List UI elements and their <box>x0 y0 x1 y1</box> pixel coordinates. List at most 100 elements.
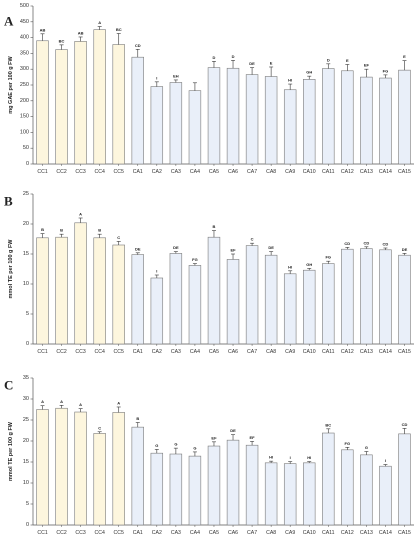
bar-ca13 <box>360 76 373 165</box>
bar-ca9 <box>283 273 297 345</box>
significance-letter: HI <box>288 264 292 269</box>
x-tick-label: CA13 <box>360 349 373 355</box>
x-tick-label: CA9 <box>285 530 295 536</box>
bar-ca8 <box>264 76 278 165</box>
bar-ca7 <box>245 245 259 345</box>
significance-letter: C <box>117 235 120 240</box>
bar-cc5 <box>112 244 125 345</box>
significance-letter: A <box>98 20 101 25</box>
significance-letter: DE <box>230 428 236 433</box>
x-tick-label: CA7 <box>247 349 257 355</box>
x-tick-label: CA11 <box>322 349 335 355</box>
x-tick-label: CA1 <box>133 530 143 536</box>
significance-letter: CD <box>344 241 350 246</box>
bar-ca15 <box>398 433 411 526</box>
x-tick-label: CA9 <box>285 349 295 355</box>
y-axis-label: mmol TE per 100 g FW <box>8 239 14 299</box>
bar-ca4 <box>188 455 202 526</box>
bar-ca1 <box>131 426 144 526</box>
y-tick-label: 150 <box>20 114 29 120</box>
significance-letter: DE <box>402 247 408 252</box>
bar-ca10 <box>303 462 316 526</box>
bar-ca2 <box>150 277 164 345</box>
x-tick-label: CA10 <box>303 530 316 536</box>
bar-ca9 <box>283 89 297 165</box>
y-tick-label: 0 <box>26 522 29 528</box>
x-tick-label: CA12 <box>341 530 354 536</box>
significance-letter: GH <box>306 262 312 267</box>
significance-letter: EF <box>230 248 236 253</box>
x-tick-label: CA2 <box>152 169 162 175</box>
significance-letter: DE <box>135 246 141 251</box>
x-tick-label: CC1 <box>37 530 47 536</box>
bar-ca12 <box>341 70 354 165</box>
bar-cc4 <box>93 237 106 345</box>
significance-letter: HI <box>269 455 273 460</box>
bar-ca12 <box>341 449 354 526</box>
x-tick-label: CA1 <box>133 169 143 175</box>
significance-letter: I <box>290 455 291 460</box>
x-tick-label: CA6 <box>228 349 238 355</box>
bar-ca7 <box>245 74 259 165</box>
significance-letter: C <box>251 237 254 242</box>
significance-letter: EH <box>173 73 179 78</box>
panel-letter: A <box>4 14 14 29</box>
y-tick-label: 25 <box>23 417 29 423</box>
x-tick-label: CA14 <box>379 530 392 536</box>
x-tick-label: CA3 <box>171 349 181 355</box>
significance-letter: DE <box>249 61 255 66</box>
bar-ca8 <box>264 462 278 526</box>
bar-ca1 <box>131 56 144 165</box>
significance-letter: CD <box>363 240 369 245</box>
significance-letter: EF <box>250 435 256 440</box>
x-tick-label: CA10 <box>303 349 316 355</box>
x-tick-label: CC5 <box>114 349 124 355</box>
significance-letter: GH <box>306 70 312 75</box>
significance-letter: B <box>136 416 139 421</box>
significance-letter: E <box>403 54 406 59</box>
significance-letter: CD <box>402 422 408 427</box>
bar-ca12 <box>341 248 354 345</box>
significance-letter: D <box>327 57 330 62</box>
y-tick-label: 20 <box>23 438 29 444</box>
significance-letter: B <box>60 228 63 233</box>
x-tick-label: CA2 <box>152 530 162 536</box>
x-tick-label: CC3 <box>75 349 85 355</box>
y-tick-label: 10 <box>23 480 29 486</box>
bar-cc2 <box>55 49 68 165</box>
x-tick-label: CA8 <box>266 530 276 536</box>
bar-ca1 <box>131 254 144 345</box>
y-tick-label: 20 <box>23 221 29 227</box>
significance-letter: HI <box>307 455 311 460</box>
y-tick-label: 450 <box>20 19 29 25</box>
x-tick-label: CA15 <box>398 169 411 175</box>
x-tick-label: CA12 <box>341 169 354 175</box>
bar-ca5 <box>207 236 221 345</box>
bar-cc2 <box>55 236 68 345</box>
significance-letter: D <box>232 54 235 59</box>
x-tick-label: CA2 <box>152 349 162 355</box>
bar-cc3 <box>74 222 87 345</box>
significance-letter: G <box>365 445 368 450</box>
x-tick-label: CC3 <box>75 530 85 536</box>
significance-letter: AB <box>78 30 84 35</box>
x-tick-label: CA14 <box>379 349 392 355</box>
x-tick-label: CC1 <box>37 349 47 355</box>
bar-ca14 <box>379 249 392 345</box>
significance-letter: A <box>60 399 63 404</box>
y-tick-label: 250 <box>20 82 29 88</box>
bar-ca2 <box>150 86 164 165</box>
bar-cc1 <box>36 237 49 345</box>
x-tick-label: CA3 <box>171 530 181 536</box>
bar-cc3 <box>74 411 87 526</box>
y-tick-label: 30 <box>23 396 29 402</box>
x-tick-label: CA11 <box>322 530 335 536</box>
x-tick-label: CA8 <box>266 349 276 355</box>
significance-letter: B <box>41 227 44 232</box>
significance-letter: A <box>117 400 120 405</box>
significance-letter: G <box>174 442 177 447</box>
significance-letter: DE <box>173 245 179 250</box>
x-tick-label: CA14 <box>379 169 392 175</box>
bar-cc1 <box>36 409 49 526</box>
significance-letter: BC <box>325 422 331 427</box>
